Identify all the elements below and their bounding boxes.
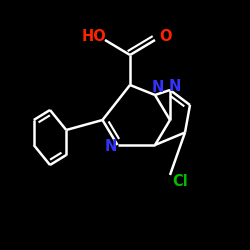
Text: N: N xyxy=(151,80,164,95)
Text: O: O xyxy=(159,29,171,44)
Text: Cl: Cl xyxy=(172,174,188,189)
Text: HO: HO xyxy=(82,29,106,44)
Text: N: N xyxy=(169,79,181,94)
Text: N: N xyxy=(105,139,118,154)
